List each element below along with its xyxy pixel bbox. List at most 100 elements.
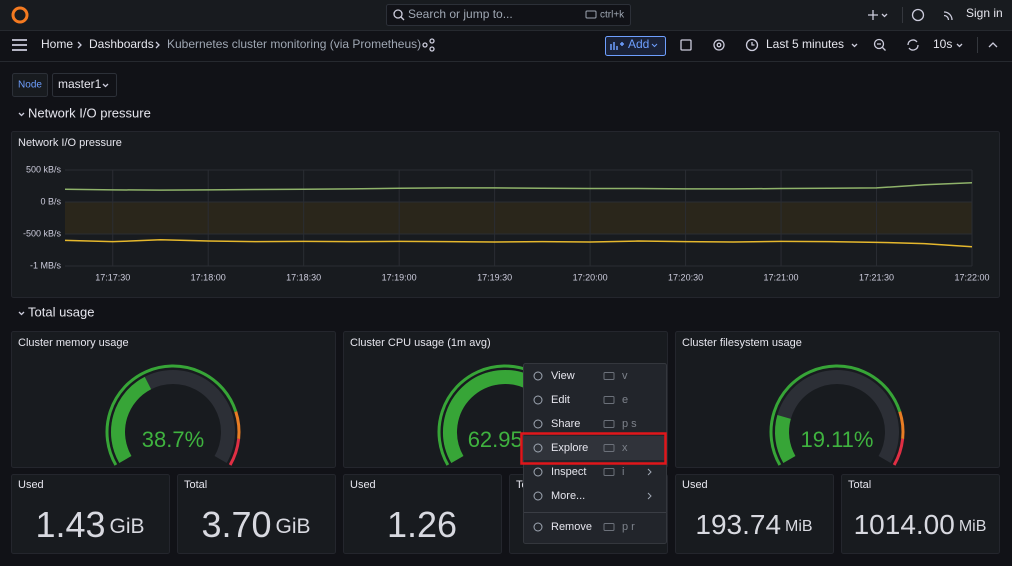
stat-number: 1014.00 (854, 509, 955, 540)
chevron (651, 43, 658, 48)
menu-label: Edit (551, 394, 570, 406)
menu-shortcut: p s (622, 418, 637, 430)
menu-shortcut: e (622, 394, 628, 406)
x-tick-label: 17:19:00 (382, 272, 417, 282)
news-icon[interactable] (943, 11, 953, 21)
menu-item[interactable] (524, 461, 666, 483)
x-tick-label: 17:21:30 (859, 272, 894, 282)
menu-item[interactable] (524, 389, 666, 411)
threshold-band (228, 438, 241, 466)
menu-toggle[interactable] (12, 39, 27, 51)
row-title[interactable]: Total usage (28, 304, 95, 319)
menu-label: More... (551, 490, 585, 502)
keyboard-icon (603, 420, 615, 428)
add-icon (610, 42, 624, 50)
row-title[interactable]: Network I/O pressure (28, 105, 151, 120)
menu-item[interactable] (524, 516, 666, 538)
stat-number: 3.70 (201, 504, 271, 545)
keyboard-icon (603, 396, 615, 404)
gauge-panels: Cluster memory usage 38.7% Cluster CPU usa… (11, 331, 1000, 468)
gauge-value-arc (111, 376, 152, 463)
chevron (881, 13, 888, 18)
sign-in[interactable]: Sign in (966, 6, 1003, 20)
menu-label: View (551, 370, 575, 382)
menu-item[interactable] (524, 365, 666, 387)
menu-item[interactable] (524, 413, 666, 435)
settings-icon[interactable] (713, 39, 725, 51)
menu-label: Explore (551, 442, 588, 454)
submenu-arrow (647, 468, 652, 476)
stat-unit: GiB (276, 515, 311, 538)
threshold-band (65, 202, 972, 234)
menu-shortcut: x (622, 442, 628, 454)
keyboard-icon (603, 444, 615, 452)
menu-icon (533, 522, 543, 532)
threshold-band (898, 411, 905, 440)
clock-icon (745, 38, 759, 52)
menu-label: Inspect (551, 466, 586, 478)
menu-shortcut: p r (622, 521, 635, 533)
search-icon (393, 9, 403, 19)
time-range[interactable]: Last 5 minutes (766, 37, 844, 51)
x-tick-label: 17:18:30 (286, 272, 321, 282)
menu-icon (533, 395, 543, 405)
chevron (956, 43, 963, 48)
panel-title: Cluster memory usage (18, 337, 129, 349)
threshold-band (892, 438, 905, 466)
breadcrumb[interactable]: Home (41, 37, 73, 51)
panel-title: Network I/O pressure (18, 137, 122, 149)
help-icon[interactable] (911, 8, 925, 22)
row-chevron[interactable] (18, 112, 25, 117)
panel-title: Used (18, 479, 44, 491)
keyboard-icon (603, 468, 615, 476)
refresh-icon[interactable] (907, 39, 919, 51)
breadcrumb[interactable]: Dashboards (89, 37, 154, 51)
x-tick-label: 17:20:30 (668, 272, 703, 282)
zoom-out-icon[interactable] (873, 38, 885, 50)
menu-shortcut: i (622, 466, 624, 478)
panel (343, 474, 502, 554)
collapse-icon[interactable] (988, 42, 998, 48)
chevron (102, 83, 109, 88)
stat-number: 1.43 (35, 504, 105, 545)
clock-icon (751, 42, 755, 46)
stat-panels: Used1.43GiBTotal3.70GiBUsed1.26TotalUsed… (11, 474, 1000, 554)
stat-value: 1014.00 MiB (854, 509, 987, 540)
variable-label-box (12, 73, 48, 97)
add-button[interactable] (605, 36, 666, 56)
search-box[interactable] (386, 4, 631, 26)
gauge-value-arc (775, 415, 796, 463)
search-placeholder: Search or jump to... (408, 7, 513, 21)
gauge-value-arc (443, 370, 537, 463)
menu-shortcut: v (622, 370, 628, 382)
focus-outline (520, 432, 667, 465)
menu-item[interactable] (524, 437, 666, 459)
stat-value: 3.70 GiB (201, 504, 310, 545)
share-icon[interactable] (422, 38, 435, 52)
variable-select[interactable] (52, 73, 117, 97)
stat-number: 1.26 (387, 504, 457, 545)
panel-title: Cluster filesystem usage (682, 337, 802, 349)
new-icon[interactable] (868, 10, 878, 20)
keyboard-icon (603, 372, 615, 380)
keyboard-icon (585, 10, 597, 19)
breadcrumb-current: Kubernetes cluster monitoring (via Prome… (167, 37, 421, 51)
save-icon[interactable] (680, 39, 692, 51)
stat-value: 193.74 MiB (695, 509, 812, 540)
context-menu: View v Edit e Share p s Explore x Inspect i More..… (520, 363, 667, 544)
add-label: Add (628, 37, 649, 51)
menu-label: Share (551, 418, 580, 430)
refresh-interval[interactable]: 10s (933, 37, 952, 51)
variable-value: master1 (58, 77, 102, 91)
panel-title: Used (682, 479, 708, 491)
panel (841, 474, 1000, 554)
row-chevron[interactable] (18, 311, 25, 316)
menu-item[interactable] (524, 485, 666, 507)
menu-highlight (524, 436, 666, 460)
time-series: 500 kB/s 0 B/s -500 kB/s -1 MB/s 17:17:30 17:… (23, 164, 990, 282)
grafana-logo[interactable] (11, 6, 29, 24)
menu-icon (533, 419, 543, 429)
chevron (851, 43, 858, 48)
stat-number: 193.74 (695, 509, 781, 540)
breadcrumb-separator (155, 41, 160, 49)
